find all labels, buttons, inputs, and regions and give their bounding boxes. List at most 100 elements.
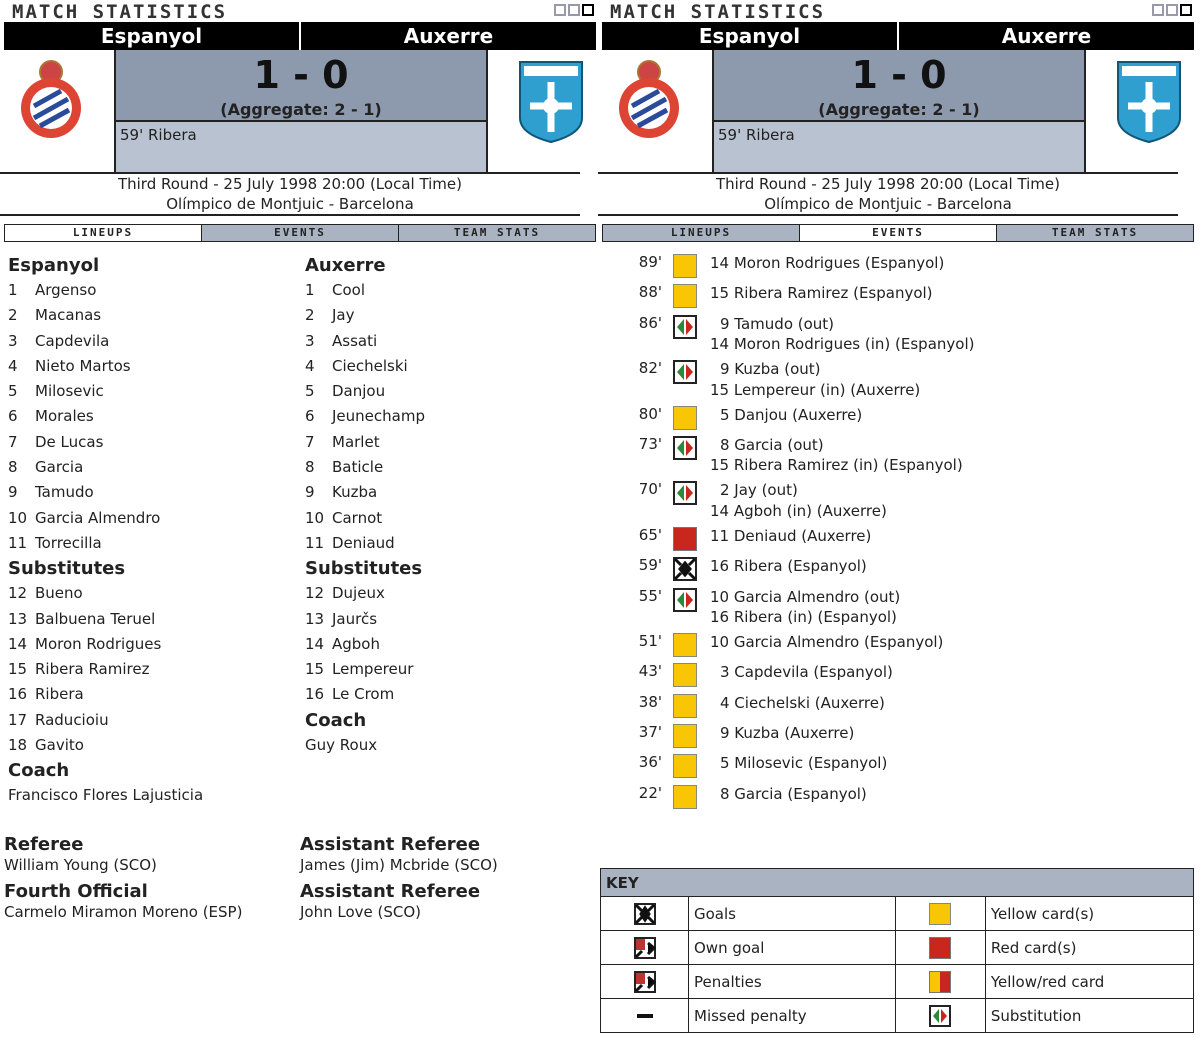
event-minute: 37' xyxy=(638,722,662,741)
event-minute: 88' xyxy=(638,283,662,302)
player-name: Carnot xyxy=(332,508,383,527)
official-name: Carmelo Miramon Moreno (ESP) xyxy=(4,903,243,921)
event-text: 9 Kuzba (out) 15 Lempereur (in) (Auxerre) xyxy=(710,359,920,400)
event-line: 15 Ribera Ramirez (Espanyol) xyxy=(710,284,933,303)
tab-events[interactable]: EVENTS xyxy=(201,225,398,241)
player-row: 11 Torrecilla xyxy=(8,531,203,556)
player-name: Milosevic xyxy=(35,382,104,401)
window-controls[interactable] xyxy=(1152,4,1192,16)
tab-team-stats[interactable]: TEAM STATS xyxy=(996,225,1193,241)
player-number: 12 xyxy=(305,584,325,603)
event-minute: 51' xyxy=(638,632,662,650)
venue: Olímpico de Montjuic - Barcelona xyxy=(764,195,1012,213)
event-minute: 80' xyxy=(638,404,662,423)
player-number: 10 xyxy=(8,508,28,527)
yellow-red-card-icon xyxy=(929,970,952,993)
panel-title: MATCH STATISTICS xyxy=(610,1,826,23)
tab-bar: LINEUPS EVENTS TEAM STATS xyxy=(4,224,596,242)
player-row: 8 Garcia xyxy=(8,455,203,480)
yellow-card-icon xyxy=(673,784,697,809)
player-number: 16 xyxy=(8,685,28,704)
key-label: Missed penalty xyxy=(688,998,896,1033)
player-name: Baticle xyxy=(332,458,384,477)
away-team-name: Auxerre xyxy=(403,24,494,48)
official-role: Referee xyxy=(4,834,84,855)
tab-team-stats[interactable]: TEAM STATS xyxy=(398,225,595,241)
event-text: 3 Capdevila (Espanyol) xyxy=(710,662,893,683)
tab-events[interactable]: EVENTS xyxy=(799,225,996,241)
player-number: 15 xyxy=(8,660,28,679)
player-row: 4 Nieto Martos xyxy=(8,354,203,379)
event-minute: 38' xyxy=(638,692,662,711)
player-number: 9 xyxy=(8,483,18,502)
substitutes-heading: Substitutes xyxy=(8,558,126,580)
event-line: 9 Kuzba (Auxerre) xyxy=(720,723,855,742)
official-role: Assistant Referee xyxy=(300,834,481,855)
tab-lineups[interactable]: LINEUPS xyxy=(603,225,799,241)
player-row: 11 Deniaud xyxy=(305,531,425,556)
player-name: Balbuena Teruel xyxy=(35,609,156,628)
team-heading: Espanyol xyxy=(8,255,100,276)
away-team-name: Auxerre xyxy=(1001,24,1092,48)
player-name: Ribera xyxy=(35,685,84,704)
player-number: 5 xyxy=(8,382,18,401)
home-team-name: Espanyol xyxy=(4,22,301,50)
tab-lineups[interactable]: LINEUPS xyxy=(5,225,201,241)
minimize-icon[interactable] xyxy=(1152,4,1164,16)
player-number: 5 xyxy=(305,382,315,401)
player-number: 11 xyxy=(305,533,325,552)
espanyol-crest-icon xyxy=(21,60,81,138)
player-number: 15 xyxy=(305,660,325,679)
maximize-icon[interactable] xyxy=(568,4,580,16)
aggregate-score: (Aggregate: 2 - 1) xyxy=(220,100,382,119)
event-line: 5 Danjou (Auxerre) xyxy=(720,405,863,424)
official-role: Assistant Referee xyxy=(300,881,481,902)
team-header: Espanyol Auxerre xyxy=(602,22,1194,50)
events-panel: MATCH STATISTICS Espanyol Auxerre 1 - 0 (… xyxy=(598,0,1196,1038)
close-icon[interactable] xyxy=(582,4,594,16)
event-line: 16 Ribera (Espanyol) xyxy=(710,557,867,576)
panel-title: MATCH STATISTICS xyxy=(12,1,228,23)
event-line: 9 Tamudo (out) xyxy=(720,314,835,333)
player-number: 12 xyxy=(8,584,28,603)
player-name: Jeunechamp xyxy=(332,407,425,426)
event-line: 14 Moron Rodrigues (in) (Espanyol) xyxy=(710,335,975,354)
yellow-card-icon xyxy=(673,754,697,779)
substitution-icon xyxy=(673,360,697,385)
event-line: 3 Capdevila (Espanyol) xyxy=(720,663,893,682)
substitution-icon xyxy=(673,435,697,460)
player-name: Morales xyxy=(35,407,94,426)
goal-scorers: 59' Ribera xyxy=(116,120,486,172)
player-number: 1 xyxy=(8,281,18,299)
coach-heading: Coach xyxy=(305,709,367,731)
event-minute: 55' xyxy=(638,586,662,605)
missed-penalty-icon xyxy=(636,1014,653,1018)
player-row: 17 Raducioiu xyxy=(8,708,203,733)
window-controls[interactable] xyxy=(554,4,594,16)
event-minute: 22' xyxy=(638,783,662,802)
key-legend: KEY Goals Yellow card(s) Own goal Red card… xyxy=(600,868,1195,1033)
player-number: 17 xyxy=(8,710,28,729)
key-label: Penalties xyxy=(688,964,896,999)
close-icon[interactable] xyxy=(1180,4,1192,16)
player-row: 8 Baticle xyxy=(305,455,425,480)
event-minute: 43' xyxy=(638,662,662,681)
event-text: 11 Deniaud (Auxerre) xyxy=(710,526,871,547)
player-number: 9 xyxy=(305,483,315,502)
event-text: 8 Garcia (Espanyol) xyxy=(710,784,867,805)
player-number: 6 xyxy=(8,407,18,426)
yellow-card-icon xyxy=(673,723,697,748)
player-row: 2 Jay xyxy=(305,303,425,328)
minimize-icon[interactable] xyxy=(554,4,566,16)
player-number: 14 xyxy=(8,634,28,653)
match-info: Third Round - 25 July 1998 20:00 (Local … xyxy=(598,172,1178,216)
key-label: Red card(s) xyxy=(984,930,1195,965)
player-row: 1 Argenso xyxy=(8,278,203,303)
goal-scorers: 59' Ribera xyxy=(714,120,1084,172)
home-team-name: Espanyol xyxy=(602,22,899,50)
player-number: 7 xyxy=(305,432,315,451)
player-name: Garcia Almendro xyxy=(35,508,161,527)
maximize-icon[interactable] xyxy=(1166,4,1178,16)
assistant-referee-2: Assistant Referee John Love (SCO) xyxy=(300,881,480,923)
event-line: 5 Milosevic (Espanyol) xyxy=(720,754,888,773)
